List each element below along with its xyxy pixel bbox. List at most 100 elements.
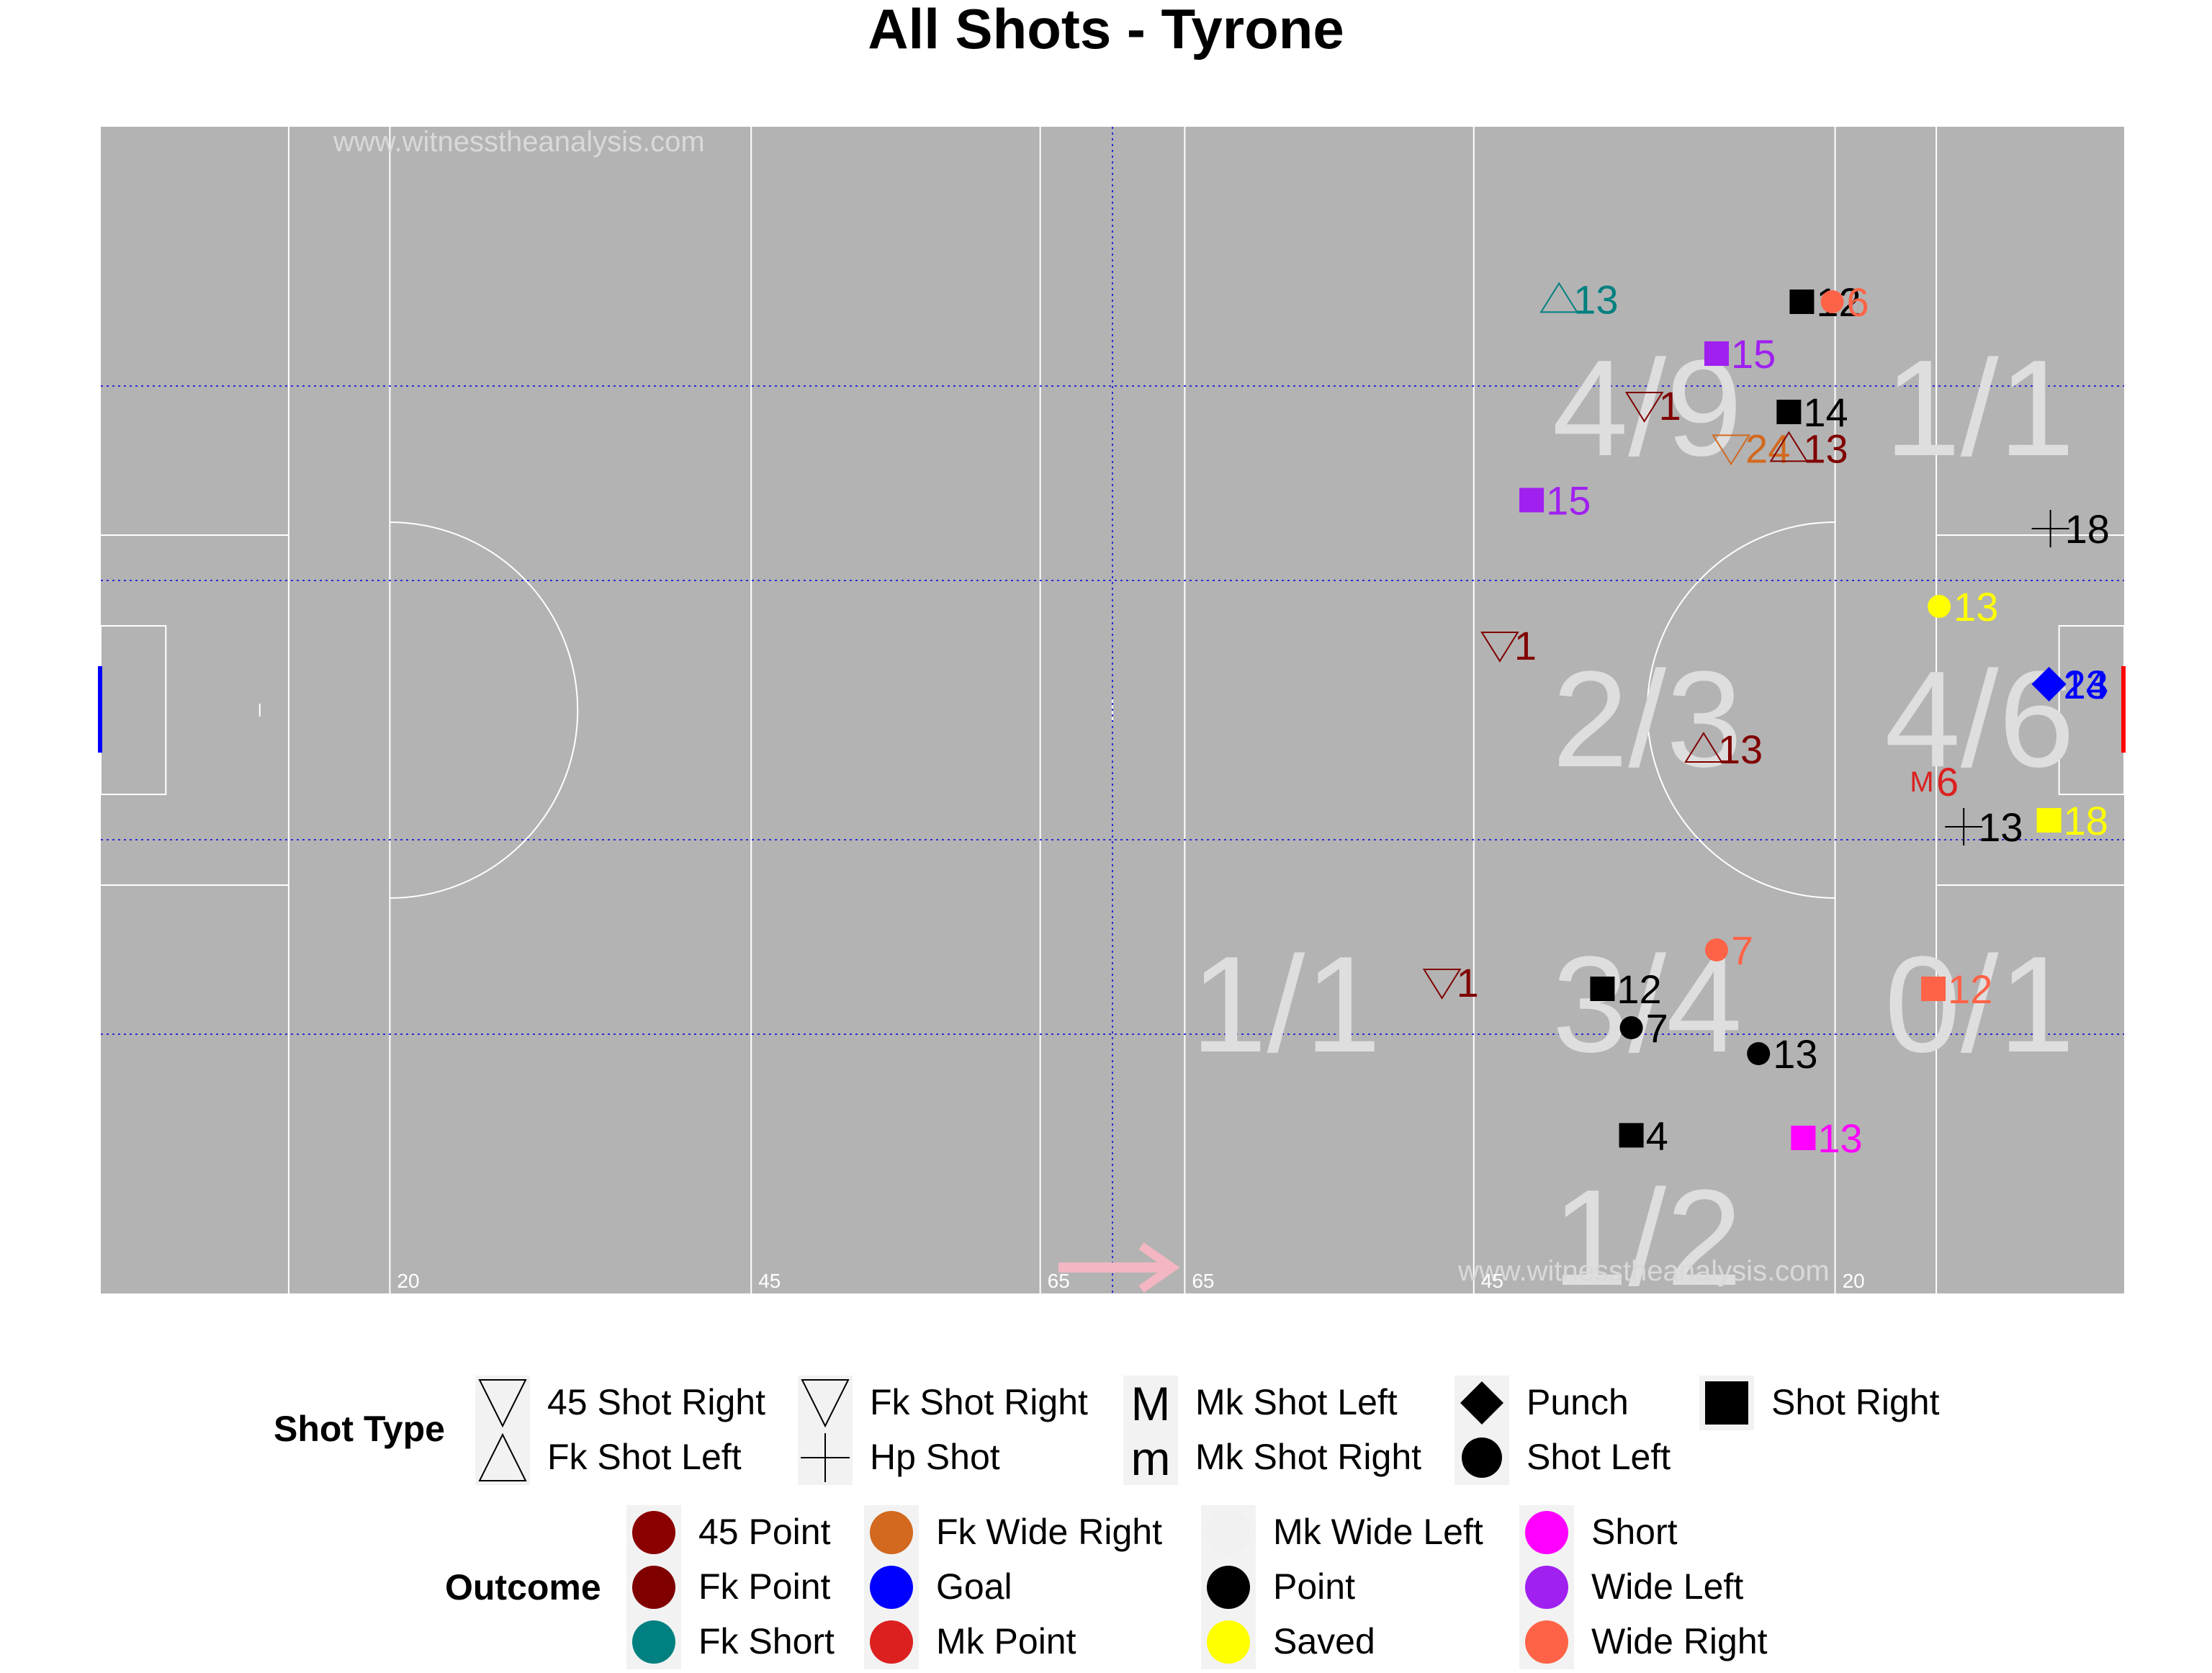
- circle-marker: [1619, 1016, 1643, 1039]
- shot-point: 13: [1539, 277, 1619, 322]
- shot-point: 24: [1712, 426, 1790, 471]
- legend-outcome-label: Fk Short: [698, 1621, 835, 1661]
- shot-point: 13: [1684, 727, 1763, 772]
- zone-label: 1/2: [1552, 1162, 1743, 1311]
- watermark-bottom: www.witnesstheanalysis.com: [1457, 1255, 1830, 1287]
- shot-point: 13: [1791, 1116, 1863, 1161]
- distance-marker: 45: [1481, 1270, 1503, 1292]
- legend-outcome-label: Wide Left: [1591, 1566, 1744, 1607]
- shot-point: 12: [1590, 966, 1662, 1012]
- shot-point: 15: [1519, 477, 1591, 523]
- legend-shot-type-label: Punch: [1527, 1382, 1629, 1422]
- arc-left: [390, 521, 579, 899]
- watermark-top: www.witnesstheanalysis.com: [333, 126, 705, 158]
- right-goal-marker: [2121, 666, 2126, 753]
- triangle-up-marker: [1769, 431, 1809, 462]
- shot-label: 13: [1817, 1116, 1862, 1161]
- diamond-marker: [2031, 667, 2067, 701]
- shot-point: 24: [2031, 662, 2108, 707]
- shot-point: 13: [1769, 426, 1848, 471]
- shot-label: 14: [1803, 390, 1848, 435]
- legend-outcome-dot-icon: [1201, 1505, 1256, 1560]
- legend-shot-type-label: Mk Shot Right: [1195, 1437, 1422, 1477]
- circle-marker: [1928, 595, 1951, 618]
- zone-label: 1/1: [1191, 928, 1381, 1081]
- square-marker: [2036, 808, 2062, 833]
- distance-markers: 20 45 65 65 45 20: [397, 1270, 1864, 1292]
- legend-shot-type-label: 45 Shot Right: [547, 1382, 765, 1422]
- shot-point: 7: [1704, 928, 1753, 973]
- shot-point: 6: [1820, 279, 1869, 325]
- triangle-down-marker: [1422, 969, 1462, 1000]
- distance-marker: 65: [1048, 1270, 1070, 1292]
- legend-outcome-title: Outcome: [445, 1567, 601, 1607]
- legend-outcome-label: Short: [1591, 1512, 1678, 1552]
- triangle-up-icon: [475, 1430, 530, 1485]
- shot-label: 24: [1745, 426, 1790, 471]
- svg-text:m: m: [1131, 1432, 1171, 1485]
- square-marker: [1921, 977, 1946, 1001]
- legend-outcome-label: Mk Point: [936, 1621, 1076, 1661]
- legend-outcome-label: Mk Wide Left: [1273, 1512, 1483, 1552]
- legend-outcome-dot-icon: [626, 1615, 681, 1669]
- shot-label: 15: [1546, 477, 1591, 523]
- shot-label: 13: [1573, 277, 1618, 322]
- legend-outcome-dot-icon: [1201, 1615, 1256, 1669]
- circle-marker: [1747, 1042, 1771, 1065]
- shot-point: 12: [1921, 966, 1992, 1012]
- shot-label: 7: [1646, 1005, 1668, 1051]
- legend-outcome-label: Fk Point: [698, 1566, 831, 1607]
- legend-shot-type-label: Hp Shot: [870, 1437, 1000, 1477]
- triangle-up-marker: [1539, 282, 1579, 313]
- distance-marker: 45: [758, 1270, 781, 1292]
- square-marker: [1519, 488, 1545, 513]
- shot-label: 6: [1936, 759, 1959, 804]
- legend-outcome-dot-icon: [1519, 1560, 1574, 1615]
- square-marker: [1619, 1123, 1644, 1148]
- square-marker: [1590, 977, 1615, 1001]
- square-icon: [1699, 1376, 1754, 1430]
- zone-label: 4/6: [1884, 643, 2074, 796]
- mark-marker: M: [1910, 766, 1933, 798]
- svg-text:M: M: [1131, 1377, 1171, 1430]
- distance-marker: 65: [1192, 1270, 1214, 1292]
- legend-shot-type-label: Mk Shot Left: [1195, 1382, 1398, 1422]
- legend-outcome-label: 45 Point: [698, 1512, 831, 1552]
- shot-label: 1: [1659, 383, 1681, 429]
- legend-outcome-label: Point: [1273, 1566, 1355, 1607]
- circle-marker: [1820, 290, 1844, 313]
- zone-label: 1/1: [1884, 332, 2074, 485]
- legend-outcome-label: Saved: [1273, 1621, 1375, 1661]
- shot-label: 6: [1847, 279, 1869, 325]
- legend-shot-type-label: Shot Right: [1771, 1382, 1940, 1422]
- legend-outcome-label: Wide Right: [1591, 1621, 1768, 1661]
- shot-point: 7: [1619, 1005, 1668, 1051]
- left-goal-marker: [98, 666, 102, 753]
- shot-point: 1: [1624, 383, 1681, 429]
- zone-label: 0/1: [1884, 928, 2074, 1081]
- square-marker: [1776, 400, 1802, 424]
- circle-marker: [1704, 938, 1728, 961]
- shot-point: 15: [1704, 331, 1776, 377]
- square-marker: [1791, 1126, 1816, 1150]
- legend-outcome-label: Fk Wide Right: [936, 1512, 1162, 1552]
- triangle-down-marker: [1480, 632, 1519, 663]
- triangle-up-marker: [1684, 732, 1723, 763]
- legend-outcome-dot-icon: [864, 1560, 919, 1615]
- shot-label: 18: [2064, 798, 2108, 843]
- shot-label: 12: [1948, 966, 1992, 1012]
- shot-point: 13: [1928, 584, 1998, 629]
- square-marker: [1789, 290, 1815, 314]
- shot-points: 126131511424131518131132413M613187112127…: [1422, 277, 2110, 1161]
- shot-label: 1: [1514, 623, 1537, 668]
- pitch-grid-dotted: [101, 127, 2124, 1293]
- pitch-chart: 4/9 1/12/3 4/61/1 3/4 0/11/2 www.witnessthea…: [98, 126, 2126, 1311]
- shot-point: 1: [1422, 960, 1479, 1005]
- legend-outcome-dot-icon: [864, 1615, 919, 1669]
- legend-shot-type-label: Shot Left: [1527, 1437, 1671, 1477]
- shot-point: 18: [2031, 506, 2110, 552]
- shot-label: 13: [1718, 727, 1763, 772]
- letter-m-icon: m: [1123, 1430, 1178, 1485]
- zone-labels: 4/9 1/12/3 4/61/1 3/4 0/11/2: [1191, 332, 2075, 1311]
- shot-label: 13: [1773, 1031, 1817, 1077]
